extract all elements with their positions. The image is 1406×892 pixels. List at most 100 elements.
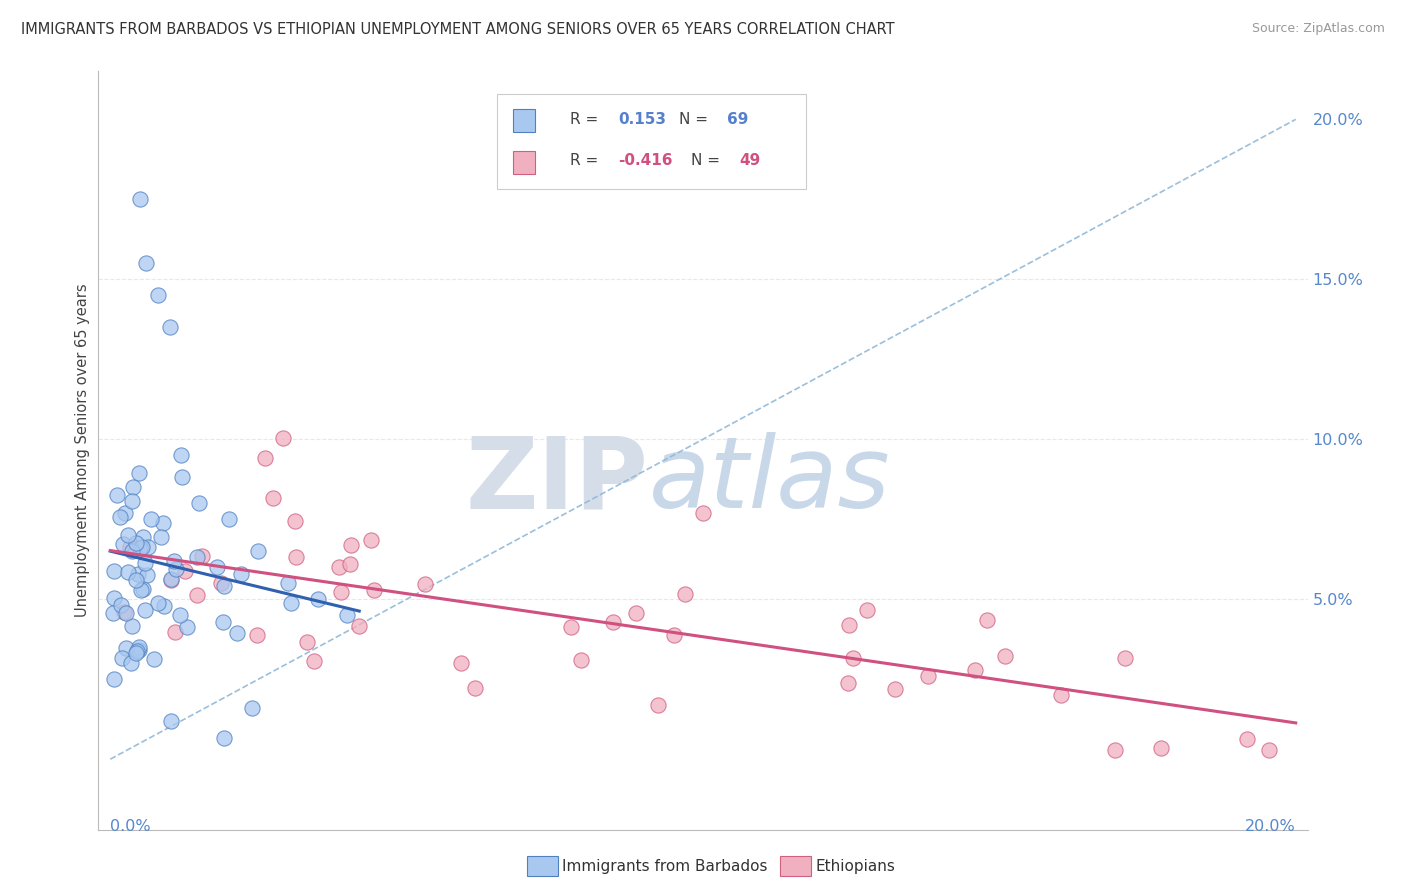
- Point: [112, 605, 135, 619]
- Point: [110, 598, 132, 612]
- Point: [127, 566, 149, 581]
- Point: [134, 556, 156, 570]
- Text: atlas: atlas: [648, 433, 890, 529]
- Point: [1258, 742, 1281, 756]
- Point: [125, 644, 148, 658]
- Point: [205, 560, 228, 574]
- Point: [856, 603, 879, 617]
- Point: [174, 564, 197, 578]
- Point: [108, 509, 131, 524]
- Point: [118, 541, 141, 555]
- Point: [132, 530, 155, 544]
- Y-axis label: Unemployment Among Seniors over 65 years: Unemployment Among Seniors over 65 years: [75, 284, 90, 617]
- Text: N =: N =: [690, 153, 724, 169]
- Point: [139, 512, 162, 526]
- Bar: [513, 110, 534, 132]
- Text: 69: 69: [727, 112, 748, 127]
- Point: [277, 576, 299, 591]
- Point: [121, 618, 143, 632]
- Text: 20.0%: 20.0%: [1244, 819, 1296, 834]
- Text: -0.416: -0.416: [619, 153, 673, 169]
- Point: [128, 642, 150, 657]
- Point: [284, 514, 307, 528]
- Point: [1050, 688, 1073, 702]
- Point: [464, 681, 486, 696]
- Point: [125, 536, 148, 550]
- Point: [114, 606, 136, 620]
- Point: [692, 506, 714, 520]
- Text: R =: R =: [569, 112, 603, 127]
- Point: [673, 586, 696, 600]
- Point: [191, 549, 214, 563]
- Point: [413, 577, 436, 591]
- Point: [1104, 742, 1126, 756]
- Point: [132, 582, 155, 596]
- Point: [159, 320, 181, 334]
- Point: [146, 288, 169, 302]
- Point: [347, 618, 370, 632]
- Point: [218, 512, 240, 526]
- Point: [226, 625, 249, 640]
- Point: [884, 682, 907, 697]
- Point: [114, 506, 136, 520]
- Point: [117, 528, 139, 542]
- Point: [1114, 650, 1136, 665]
- Point: [626, 607, 648, 621]
- Point: [339, 558, 361, 572]
- Point: [120, 656, 142, 670]
- Point: [150, 530, 173, 544]
- Point: [246, 628, 269, 642]
- Point: [165, 561, 187, 575]
- Point: [128, 640, 150, 654]
- Point: [103, 606, 125, 620]
- Point: [917, 669, 939, 683]
- Point: [330, 585, 353, 599]
- Point: [170, 470, 193, 484]
- Point: [963, 663, 986, 677]
- Point: [170, 448, 193, 462]
- Point: [1236, 731, 1258, 746]
- Point: [662, 628, 685, 642]
- Text: R =: R =: [569, 153, 603, 169]
- Point: [117, 565, 139, 579]
- Text: N =: N =: [679, 112, 713, 127]
- Point: [994, 649, 1017, 664]
- Text: 0.153: 0.153: [619, 112, 666, 127]
- Point: [111, 651, 134, 665]
- Point: [560, 620, 582, 634]
- Point: [1150, 740, 1173, 755]
- Point: [131, 540, 153, 554]
- Point: [129, 582, 152, 597]
- Point: [136, 540, 159, 554]
- Text: ZIP: ZIP: [465, 433, 648, 529]
- Point: [339, 538, 361, 552]
- Point: [229, 566, 252, 581]
- Point: [128, 466, 150, 480]
- Point: [647, 698, 669, 713]
- Point: [135, 256, 157, 270]
- FancyBboxPatch shape: [498, 95, 806, 189]
- Point: [602, 615, 624, 630]
- Point: [186, 588, 208, 602]
- Point: [121, 493, 143, 508]
- Text: 49: 49: [740, 153, 761, 169]
- Point: [160, 572, 183, 586]
- Point: [103, 564, 125, 578]
- Point: [142, 652, 165, 666]
- Point: [262, 491, 284, 505]
- Point: [176, 620, 198, 634]
- Point: [134, 603, 156, 617]
- Point: [115, 641, 138, 656]
- Point: [450, 656, 472, 670]
- Point: [304, 654, 326, 668]
- Text: Source: ZipAtlas.com: Source: ZipAtlas.com: [1251, 22, 1385, 36]
- Point: [105, 488, 128, 502]
- Point: [212, 731, 235, 746]
- Point: [976, 613, 998, 627]
- Point: [146, 596, 169, 610]
- Point: [111, 537, 134, 551]
- Point: [247, 544, 270, 558]
- Bar: [513, 151, 534, 174]
- Point: [842, 651, 865, 665]
- Point: [188, 496, 211, 510]
